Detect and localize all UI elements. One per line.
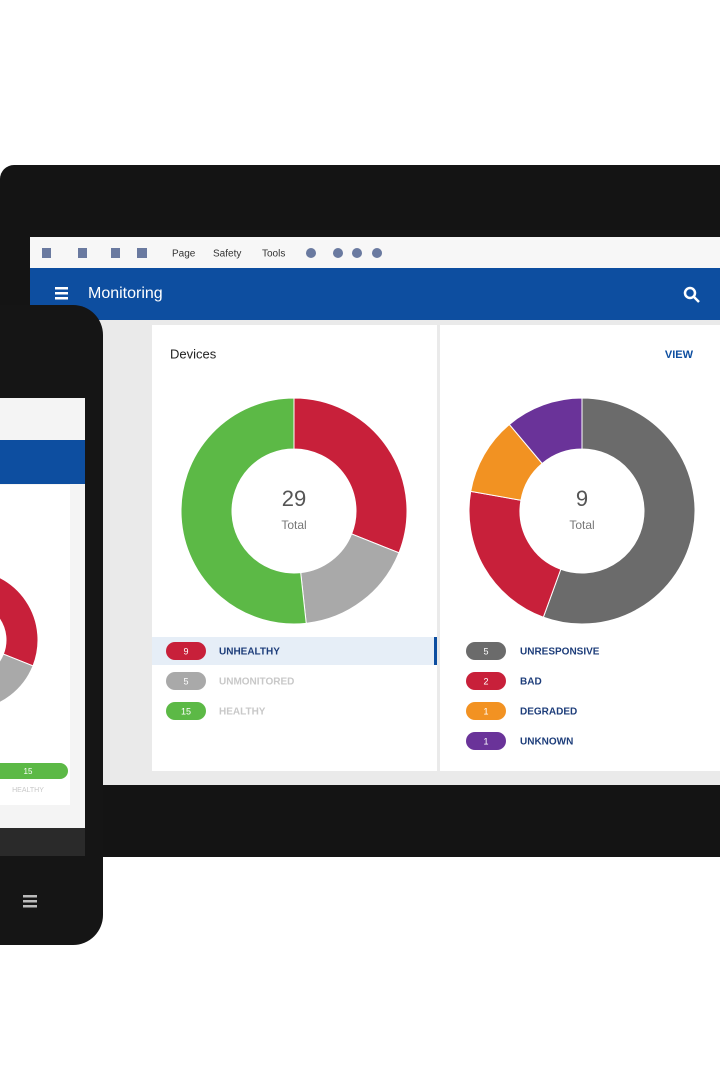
- donut-center-label: Total: [281, 518, 306, 532]
- legend-count: 5: [483, 646, 488, 656]
- app-header: [30, 268, 720, 320]
- legend-badge: [466, 702, 506, 720]
- app-title: Monitoring: [88, 285, 163, 302]
- legend-label: DEGRADED: [520, 707, 577, 718]
- legend-badge: [166, 702, 206, 720]
- legend-item[interactable]: 5 UNRESPONSIVE: [466, 642, 600, 660]
- legend-count: 1: [483, 736, 488, 746]
- legend-item[interactable]: 15 HEALTHY: [166, 702, 266, 720]
- toolbar-item: Page: [172, 249, 196, 260]
- legend-badge: [466, 642, 506, 660]
- legend-label: UNMONITORED: [219, 677, 294, 688]
- legend-count: 15: [24, 767, 33, 776]
- legend-item[interactable]: 9 UNHEALTHY: [166, 642, 280, 660]
- donut-center-label: Total: [569, 518, 594, 532]
- legend-item[interactable]: 1 UNKNOWN: [466, 732, 573, 750]
- donut-segment: [293, 397, 408, 554]
- donut-segment: [0, 653, 34, 703]
- phone-menu-button[interactable]: [23, 895, 37, 908]
- legend-highlight-bar: [434, 637, 437, 665]
- card-title: Devices: [170, 346, 217, 361]
- view-link[interactable]: VIEW: [665, 349, 694, 361]
- legend-badge: [0, 763, 68, 779]
- donut-segment: [508, 397, 583, 465]
- legend-count: 15: [181, 706, 191, 716]
- legend-count: 2: [483, 676, 488, 686]
- legend-label: BAD: [520, 677, 542, 688]
- legend-label: HEALTHY: [12, 787, 44, 794]
- legend-badge: [166, 642, 206, 660]
- donut-segment: [0, 577, 39, 667]
- legend-item[interactable]: 1 DEGRADED: [466, 702, 577, 720]
- donut-total: 9: [576, 486, 588, 511]
- donut-segment: [180, 397, 307, 625]
- legend-item[interactable]: 2 BAD: [466, 672, 542, 690]
- legend-label: UNHEALTHY: [219, 647, 280, 658]
- search-icon[interactable]: [683, 286, 700, 303]
- legend-label: HEALTHY: [219, 707, 266, 718]
- toolbar-item: Tools: [262, 249, 285, 260]
- legend-count: 1: [483, 706, 488, 716]
- legend-count: 5: [183, 676, 188, 686]
- legend-count: 9: [183, 646, 188, 656]
- donut-total: 29: [282, 486, 306, 511]
- legend-label: UNRESPONSIVE: [520, 647, 600, 658]
- phone-header: [0, 440, 85, 484]
- menu-icon[interactable]: [55, 287, 68, 300]
- legend-badge: [166, 672, 206, 690]
- phone-nav: [0, 828, 85, 856]
- legend-badge: [466, 732, 506, 750]
- toolbar-icons: [42, 248, 382, 258]
- donut-segment: [542, 397, 696, 625]
- toolbar-item: Safety: [213, 249, 241, 260]
- legend-badge: [466, 672, 506, 690]
- legend-label: UNKNOWN: [520, 737, 573, 748]
- legend-item[interactable]: 5 UNMONITORED: [166, 672, 294, 690]
